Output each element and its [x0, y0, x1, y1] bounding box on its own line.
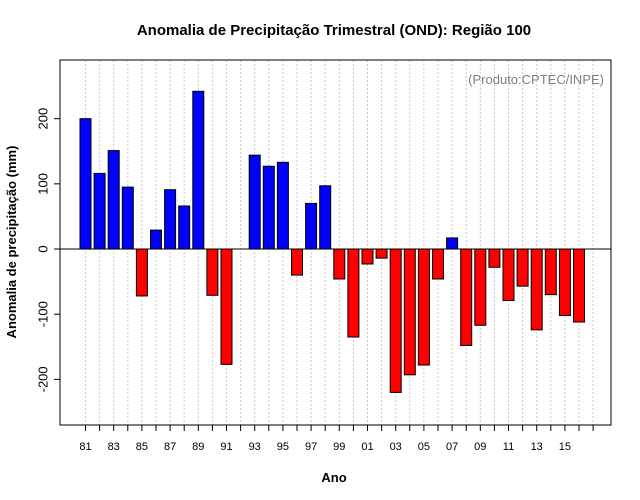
x-tick-label: 87 [164, 441, 176, 453]
x-tick-label: 03 [390, 441, 402, 453]
bar-1998 [319, 185, 332, 250]
bar-1982 [93, 172, 106, 250]
bar-1984 [121, 186, 134, 250]
x-tick-label: 07 [446, 441, 458, 453]
x-tick-label: 91 [220, 441, 232, 453]
x-tick-label: 13 [531, 441, 543, 453]
bar-2011 [502, 248, 515, 302]
bar-2006 [432, 248, 444, 280]
bar-1993 [248, 154, 261, 250]
x-tick-label: 89 [192, 441, 204, 453]
x-axis-title: Ano [321, 470, 346, 485]
bar-1990 [206, 248, 219, 296]
x-axis: 81 83 85 87 89 91 93 95 97 99 01 03 05 07 09 11 13 15 [79, 425, 594, 453]
bar-1989 [192, 90, 205, 250]
bar-2005 [417, 248, 430, 366]
bar-2009 [474, 248, 487, 326]
bar-2013 [530, 248, 543, 331]
y-tick-label: 0 [35, 245, 50, 252]
x-tick-label: 09 [474, 441, 486, 453]
bar-1981 [79, 118, 92, 250]
bar-1988 [178, 205, 191, 250]
bar-2001 [361, 248, 374, 265]
bar-2002 [375, 248, 388, 259]
bar-1985 [135, 248, 148, 297]
x-tick-label: 93 [249, 441, 261, 453]
bar-2008 [460, 248, 473, 346]
y-tick-label: -200 [35, 366, 50, 392]
x-tick-label: 05 [418, 441, 430, 453]
grid [85, 60, 594, 425]
bars [79, 90, 585, 393]
x-tick-label: 97 [305, 441, 317, 453]
bar-1995 [276, 161, 289, 250]
x-tick-label: 99 [333, 441, 345, 453]
x-tick-label: 01 [361, 441, 373, 453]
plot-frame [59, 59, 612, 426]
x-tick-label: 11 [503, 441, 514, 453]
bar-2012 [516, 248, 529, 287]
x-tick-label: 81 [79, 441, 91, 453]
y-tick-label: -100 [35, 301, 50, 327]
y-axis-title: Anomalia de precipitação (mm) [4, 146, 19, 339]
bar-1987 [164, 189, 177, 250]
bar-1991 [220, 248, 233, 365]
y-axis: -200 -100 0 100 200 [35, 108, 60, 392]
x-tick-label: 83 [108, 441, 120, 453]
bar-1999 [333, 248, 346, 280]
bar-1986 [150, 229, 162, 250]
bar-2010 [488, 248, 501, 268]
bar-2016 [573, 248, 585, 323]
bar-1994 [262, 165, 275, 250]
bar-1997 [305, 202, 318, 250]
bar-2000 [347, 248, 360, 338]
credit-label: (Produto:CPTEC/INPE) [468, 72, 604, 87]
y-tick-label: 100 [35, 173, 50, 195]
bar-1983 [107, 150, 120, 250]
bar-2003 [389, 248, 402, 393]
chart-title: Anomalia de Precipitação Trimestral (OND… [137, 22, 531, 39]
y-tick-label: 200 [35, 108, 50, 130]
x-tick-label: 85 [136, 441, 148, 453]
bar-2004 [403, 248, 416, 376]
bar-1996 [291, 248, 303, 276]
bar-2007 [446, 237, 459, 250]
bar-2014 [544, 248, 557, 296]
x-tick-label: 95 [277, 441, 289, 453]
bar-2015 [558, 248, 571, 316]
x-tick-label: 15 [559, 441, 571, 453]
